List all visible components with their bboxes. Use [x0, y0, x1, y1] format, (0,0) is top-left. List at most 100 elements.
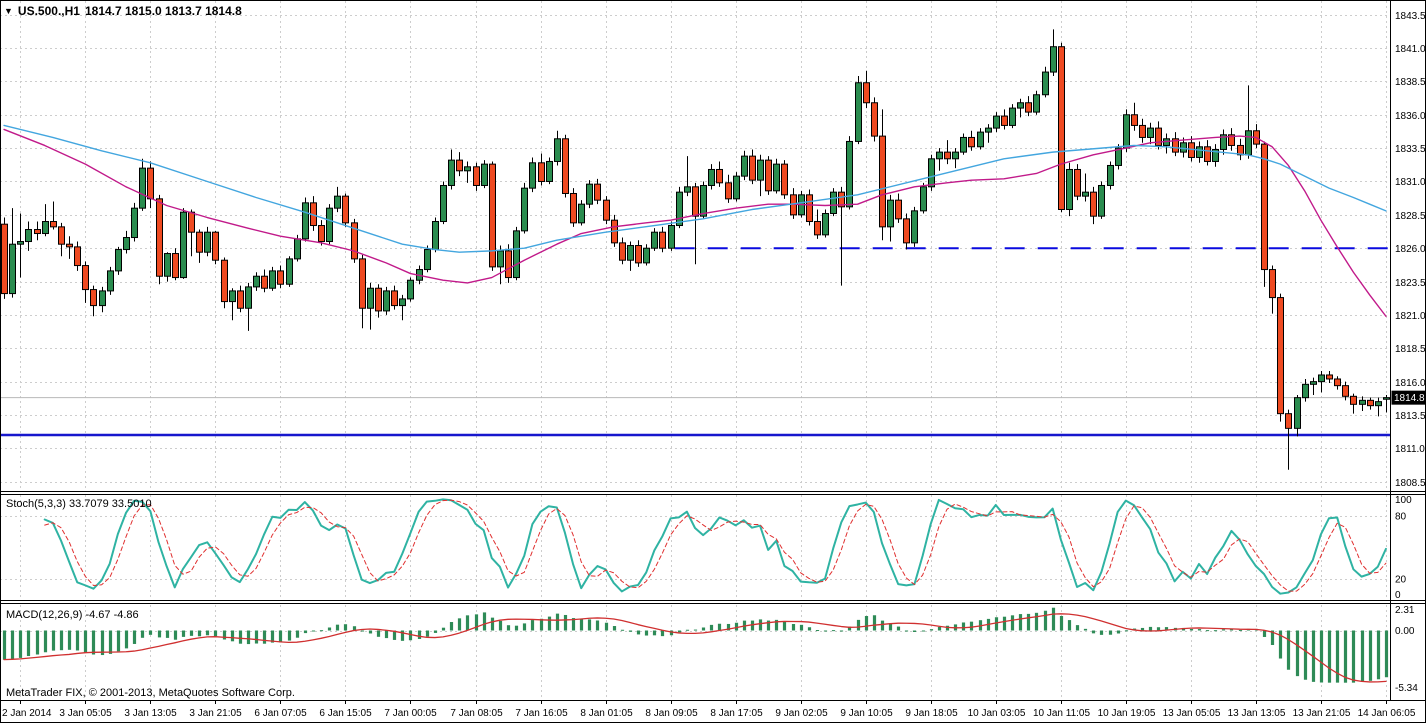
macd-histogram-bar [26, 630, 31, 657]
bear-candle [725, 182, 732, 200]
bear-candle [619, 242, 626, 261]
macd-histogram-bar [1343, 630, 1348, 683]
bear-candle [50, 221, 57, 228]
bull-candle [367, 287, 374, 309]
macd-histogram-bar [498, 620, 503, 631]
bear-candle [261, 275, 268, 289]
macd-histogram-bar [1205, 630, 1210, 632]
bear-candle [692, 186, 699, 217]
bear-candle [895, 199, 902, 220]
macd-histogram-bar [904, 630, 909, 632]
macd-histogram-bar [343, 624, 348, 631]
bull-candle [131, 207, 138, 239]
macd-histogram-bar [831, 630, 836, 632]
time-axis-label: 10 Jan 03:05 [968, 708, 1026, 719]
macd-histogram-bar [636, 630, 641, 635]
bear-candle [603, 199, 610, 221]
macd-histogram-bar [311, 630, 316, 632]
bull-candle [99, 290, 106, 307]
macd-signal-line [3, 613, 1387, 683]
bull-candle [643, 247, 650, 264]
macd-histogram-bar [734, 622, 739, 631]
price-axis-label: 1833.5 [1395, 144, 1426, 155]
time-axis-label: 9 Jan 02:05 [775, 708, 828, 719]
bull-candle [708, 168, 715, 186]
bull-candle [229, 290, 236, 303]
bull-candle [1212, 148, 1219, 162]
bull-candle [1196, 146, 1203, 158]
bear-candle [765, 159, 772, 192]
bear-candle [659, 231, 666, 249]
bear-candle [635, 245, 642, 264]
time-axis-label: 14 Jan 06:05 [1358, 708, 1416, 719]
bull-candle [334, 195, 341, 209]
macd-histogram-bar [368, 630, 373, 634]
bear-candle [90, 289, 97, 307]
bull-candle [1302, 383, 1309, 399]
symbol-dropdown-icon[interactable]: ▼ [4, 6, 13, 16]
price-axis-label: 1831.0 [1395, 177, 1426, 188]
stoch-axis-label: 0 [1395, 590, 1401, 601]
bear-candle [903, 218, 910, 244]
bull-candle [1359, 399, 1366, 405]
macd-histogram-bar [579, 619, 584, 631]
bear-candle [1131, 114, 1138, 126]
bear-candle [147, 167, 154, 200]
bull-candle [1310, 381, 1317, 385]
bear-candle [1001, 115, 1008, 126]
macd-histogram-bar [35, 630, 40, 655]
bull-candle [440, 184, 447, 223]
macd-histogram-bar [872, 615, 877, 631]
bear-candle [1172, 138, 1179, 153]
macd-histogram-bar [766, 620, 771, 631]
bear-candle [538, 162, 545, 182]
bull-candle [407, 279, 414, 300]
bull-candle [1033, 94, 1040, 113]
bull-candle [17, 241, 24, 245]
macd-histogram-bar [660, 630, 665, 637]
price-axis[interactable]: 1843.5 1841.0 1838.5 1836.0 1833.5 1831.0 1828… [1395, 11, 1426, 694]
bear-candle [1342, 385, 1349, 397]
macd-histogram-bar [1286, 630, 1291, 670]
macd-histogram-bar [726, 623, 731, 631]
macd-histogram-bar [587, 619, 592, 631]
time-axis-label: 6 Jan 07:05 [254, 708, 307, 719]
macd-histogram-bar [1360, 630, 1365, 682]
macd-histogram-bar [807, 627, 812, 631]
bull-candle [830, 191, 837, 215]
bear-candle [1237, 144, 1244, 156]
time-axis-label: 10 Jan 19:05 [1098, 708, 1156, 719]
time-axis-label: 3 Jan 21:05 [189, 708, 242, 719]
bull-candle [286, 258, 293, 285]
bull-candle [269, 270, 276, 289]
macd-histogram-bar [1067, 620, 1072, 631]
chart-title-bar: ▼ US.500.,H1 1814.7 1815.0 1813.7 1814.8 [4, 4, 242, 18]
bull-candle [1375, 401, 1382, 407]
bull-candle [513, 230, 520, 279]
bull-candle [497, 250, 504, 268]
macd-histogram-bar [1116, 630, 1121, 634]
price-axis-label: 1841.0 [1395, 44, 1426, 55]
bear-candle [456, 159, 463, 172]
macd-histogram-bar [408, 630, 413, 641]
bull-candle [684, 186, 691, 193]
bull-candle [822, 213, 829, 236]
time-axis[interactable]: 2 Jan 2014 3 Jan 05:05 3 Jan 13:05 3 Jan 21… [2, 701, 1416, 719]
macd-histogram-bar [254, 630, 259, 644]
macd-histogram-bar [67, 630, 72, 650]
macd-histogram-bar [83, 630, 88, 653]
macd-histogram-bar [400, 630, 405, 641]
macd-histogram-bar [140, 630, 145, 638]
time-axis-label: 2 Jan 2014 [2, 708, 52, 719]
time-axis-label: 3 Jan 05:05 [59, 708, 112, 719]
macd-histogram-bar [1148, 626, 1153, 631]
macd-histogram-bar [384, 630, 389, 639]
macd-histogram-bar [270, 630, 275, 643]
bull-candle [977, 131, 984, 148]
bear-candle [814, 221, 821, 236]
bull-candle [1009, 107, 1016, 126]
macd-histogram-bar [652, 630, 657, 636]
macd-histogram-bar [327, 627, 332, 631]
macd-histogram-bar [482, 612, 487, 631]
